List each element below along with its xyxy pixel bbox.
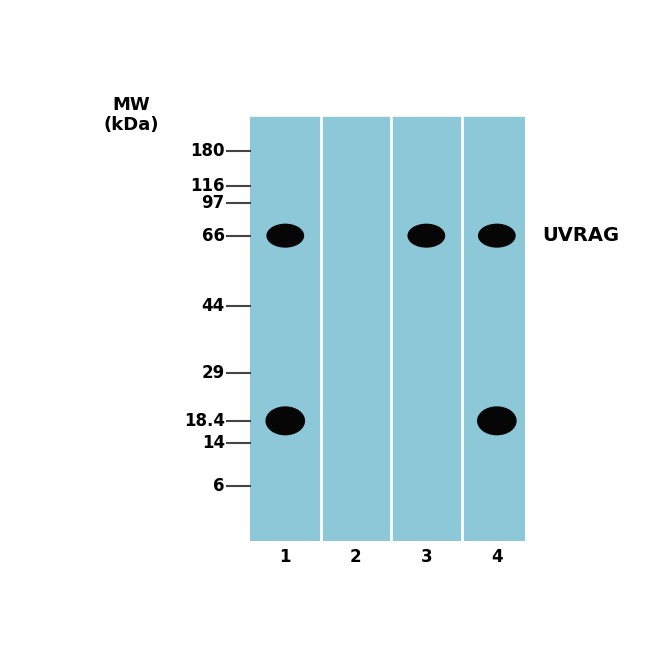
- Text: 1: 1: [280, 549, 291, 567]
- Text: 44: 44: [202, 297, 225, 315]
- Text: MW: MW: [112, 96, 151, 114]
- Bar: [250, 116, 525, 541]
- Text: 3: 3: [421, 549, 432, 567]
- Text: 29: 29: [202, 364, 225, 382]
- Text: 97: 97: [202, 194, 225, 212]
- Text: 116: 116: [190, 177, 225, 194]
- Text: 14: 14: [202, 434, 225, 452]
- Ellipse shape: [266, 224, 304, 248]
- Text: 4: 4: [491, 549, 502, 567]
- Ellipse shape: [408, 224, 445, 248]
- Text: 2: 2: [350, 549, 361, 567]
- Text: 6: 6: [213, 477, 225, 495]
- Text: UVRAG: UVRAG: [542, 226, 619, 245]
- Ellipse shape: [265, 406, 305, 436]
- Ellipse shape: [477, 406, 517, 436]
- Text: 18.4: 18.4: [184, 412, 225, 430]
- Text: (kDa): (kDa): [104, 116, 159, 133]
- Ellipse shape: [478, 224, 515, 248]
- Text: 180: 180: [190, 142, 225, 159]
- Text: 66: 66: [202, 227, 225, 244]
